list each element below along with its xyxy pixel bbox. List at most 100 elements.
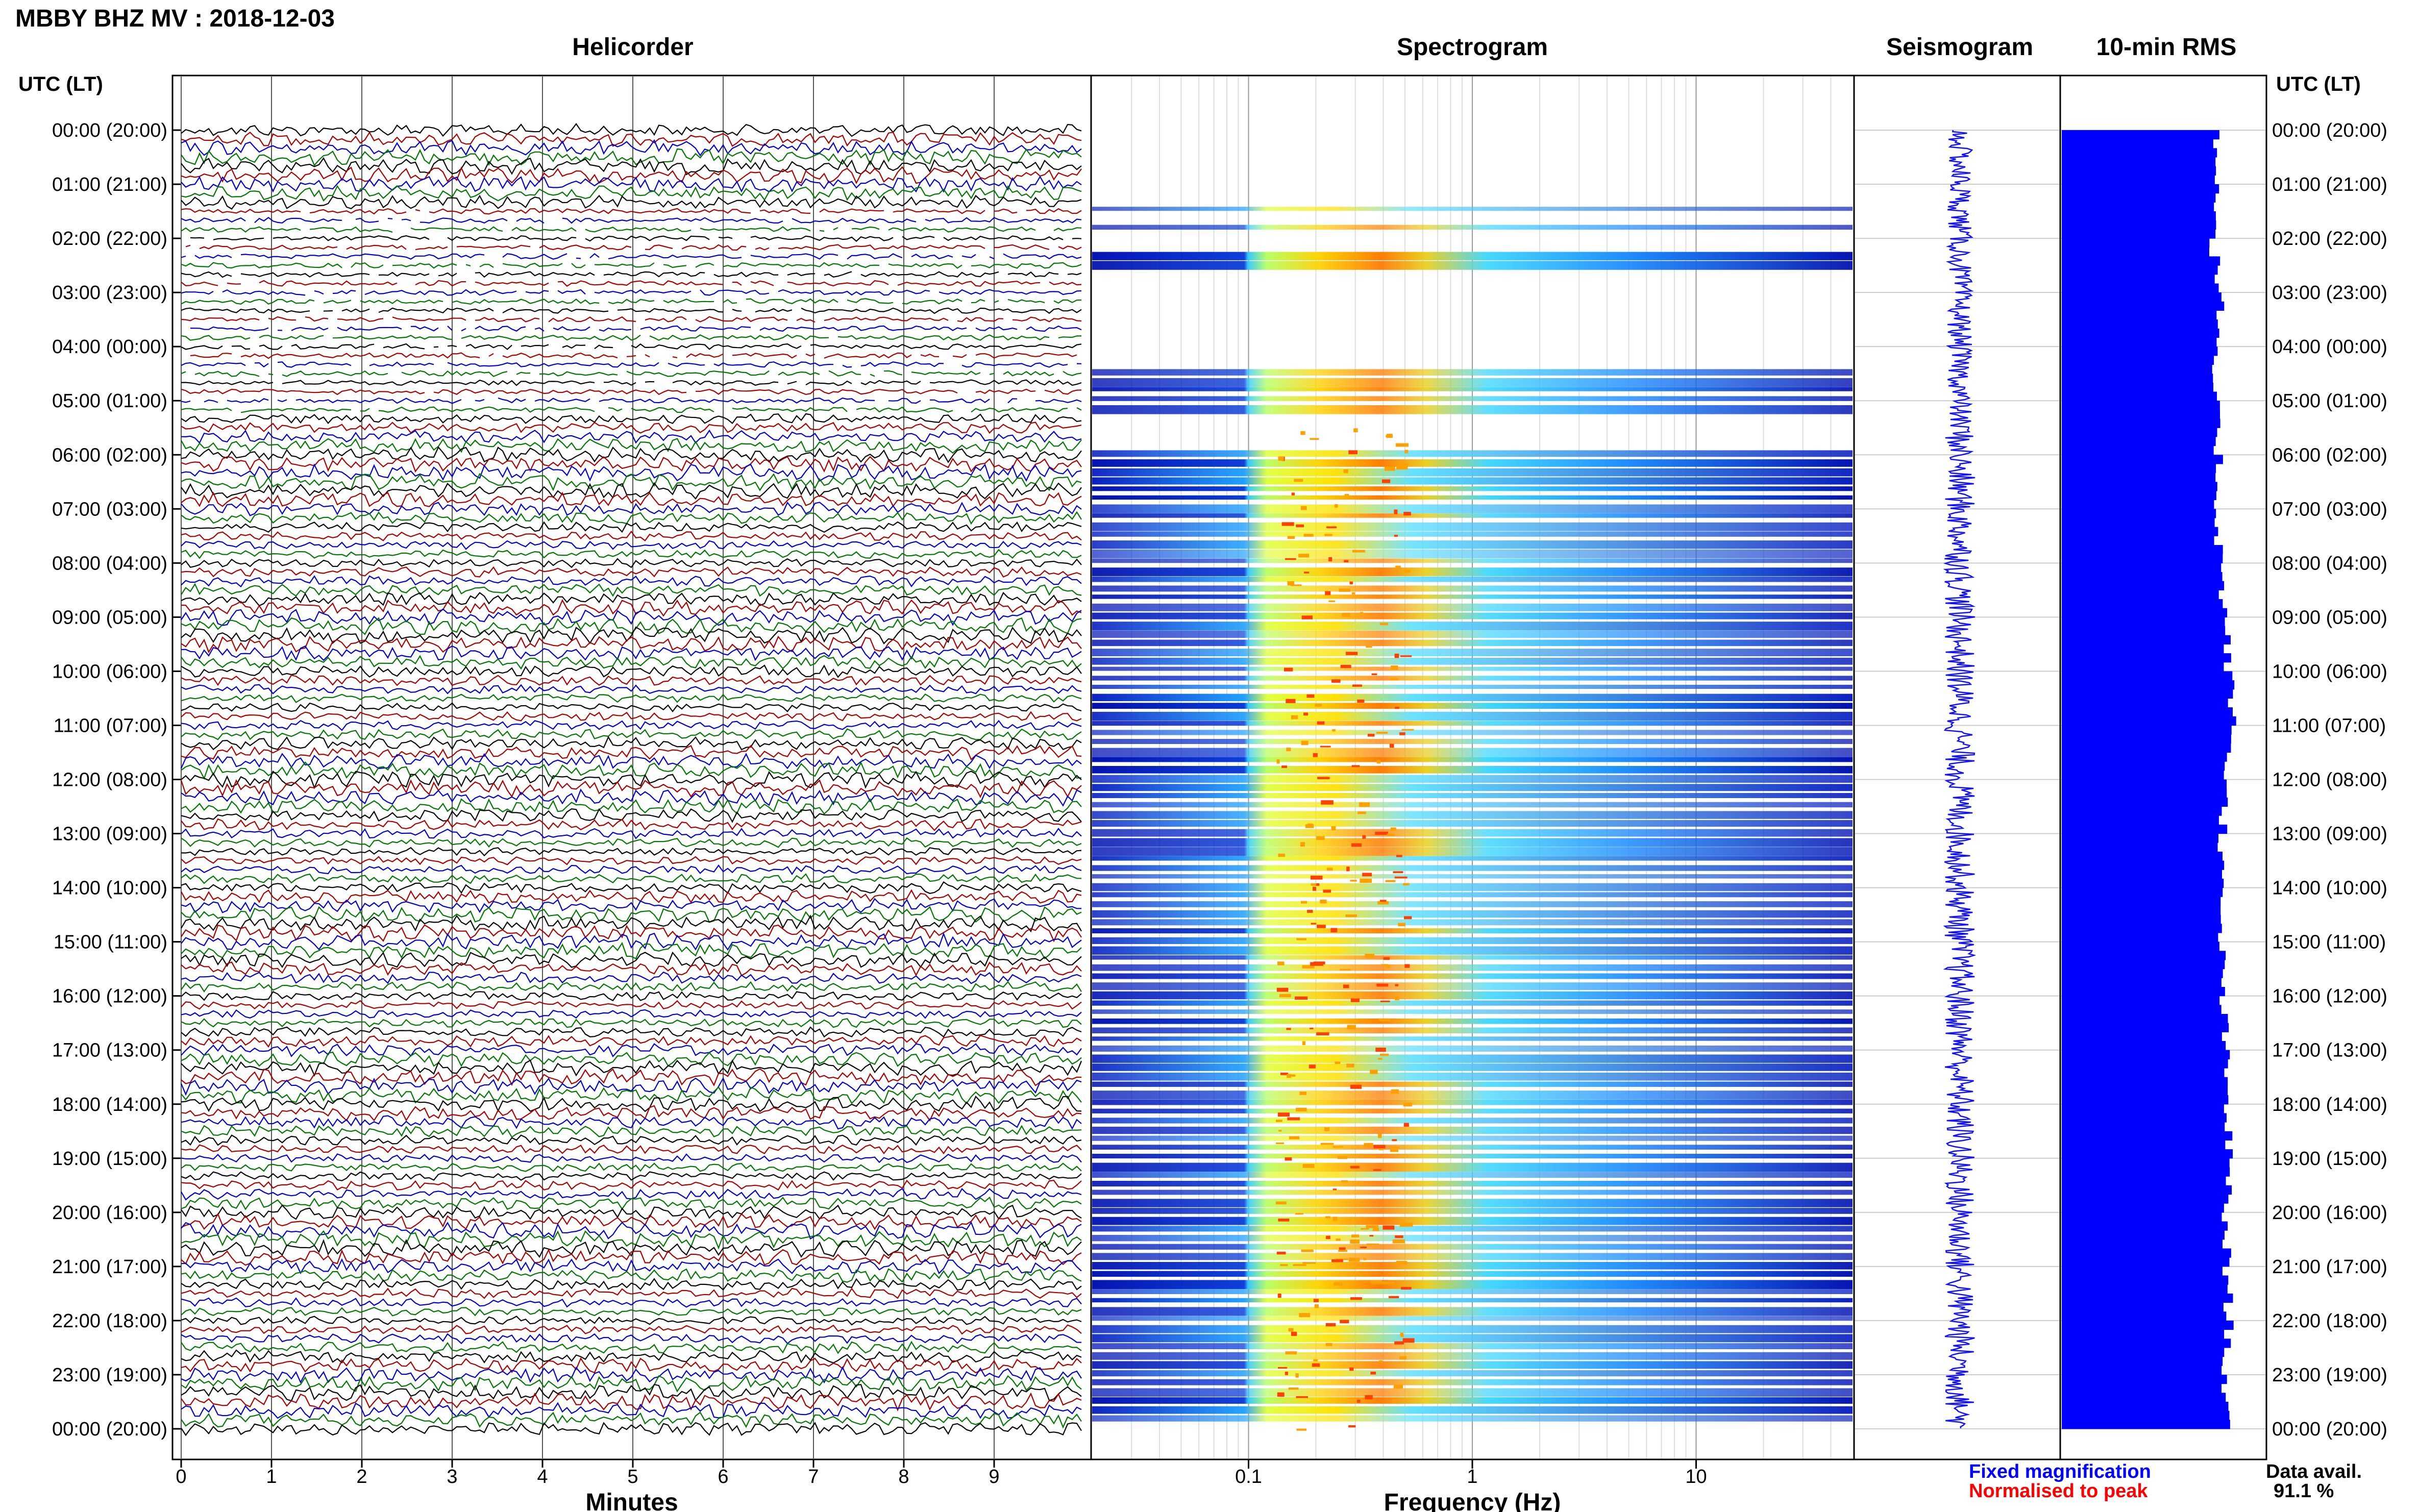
spectrogram-hotspot [1392,1239,1405,1244]
spectrogram-hotspot [1290,584,1302,586]
helicorder-trace [181,1287,1082,1299]
helicorder-trace [181,864,1082,876]
rms-bar [2062,1221,2228,1231]
helicorder-trace [181,343,1082,351]
spectrogram-row [1092,1379,1853,1385]
spectrogram-row [1092,784,1853,791]
spectrogram-hotspot [1403,1102,1412,1107]
time-label: 02:00 (22:00) [52,228,167,250]
spectrogram-row [1092,874,1853,879]
helicorder-trace [180,1077,1082,1096]
time-label: 18:00 (14:00) [2272,1094,2387,1116]
time-label: 19:00 (15:00) [52,1148,167,1170]
spectrogram-row [1092,964,1853,971]
rms-bar [2062,941,2219,951]
helicorder-trace [181,1026,1082,1038]
spectrogram-hotspot [1381,1281,1394,1284]
spectrogram-hotspot [1335,504,1338,508]
spectrogram-hotspot [1396,855,1402,857]
spectrogram-hotspot [1394,876,1408,879]
helicorder-trace [181,491,1082,508]
spectrogram-hotspot [1350,998,1360,1002]
spectrogram-hotspot [1376,760,1381,764]
spectrogram-hotspot [1357,699,1365,703]
helicorder-trace [181,924,1082,943]
time-label: 19:00 (15:00) [2272,1148,2387,1170]
spectrogram-row [1092,766,1853,774]
rms-bar [2062,689,2233,699]
helicorder-trace [180,779,1082,799]
spectrogram-row [1092,522,1853,531]
helicorder-trace [181,456,1082,473]
helicorder-xtick-label: 8 [898,1466,909,1488]
spectrogram-hotspot [1349,1367,1354,1371]
spectrogram-hotspot [1287,536,1295,539]
spectrogram-row [1092,928,1853,934]
rms-bar [2062,851,2223,861]
spectrogram-hotspot [1394,509,1398,514]
spectrogram-hotspot [1313,1359,1318,1361]
spectrogram-hotspot [1351,1234,1360,1237]
spectrogram-row [1092,486,1853,491]
spectrogram-hotspot [1298,554,1310,558]
rms-bar [2062,175,2215,185]
spectrogram-hotspot [1335,1061,1341,1064]
helicorder-trace [181,761,1082,780]
spectrogram-hotspot [1403,1123,1409,1127]
time-label: 05:00 (01:00) [2272,390,2387,412]
spectrogram-hotspot [1394,534,1398,537]
spectrogram-hotspot [1390,827,1396,831]
spectrogram-hotspot [1363,1258,1367,1260]
rms-bar [2062,599,2223,609]
spectrogram-row [1092,1262,1853,1270]
rms-bar [2062,716,2236,726]
helicorder-trace [181,655,1082,670]
rms-bar [2062,328,2219,338]
spectrogram-hotspot [1310,962,1323,966]
rms-bar [2062,626,2226,636]
spectrogram-hotspot [1350,1297,1362,1300]
spectrogram-hotspot [1356,1082,1360,1085]
spectrogram-hotspot [1357,811,1366,814]
spectrogram-hotspot [1275,1201,1287,1205]
rms-bar [2062,1347,2225,1357]
spectrogram-hotspot [1395,565,1401,568]
spectrogram-hotspot [1278,1130,1282,1132]
spectrogram-row [1092,1280,1853,1289]
helicorder-trace [181,473,1082,491]
helicorder-trace [181,1333,1082,1345]
spectrogram-row [1092,1361,1853,1369]
helicorder-trace [181,951,1082,969]
spectrogram-row [1092,973,1853,979]
rms-bar [2062,806,2222,816]
spectrogram-row [1092,1271,1853,1277]
helicorder-trace [181,817,1082,831]
spectrogram-row [1092,477,1853,485]
rms-bar [2062,292,2221,302]
spectrogram-hotspot [1276,1142,1284,1145]
spectrogram-hotspot [1337,1156,1348,1159]
spectrogram-row [1092,1154,1853,1159]
time-label: 00:00 (20:00) [2272,1419,2387,1440]
rms-bar [2062,1176,2226,1186]
time-label: 17:00 (13:00) [52,1040,167,1061]
spectrogram-row [1092,1181,1853,1187]
spectrogram-row [1092,1189,1853,1195]
helicorder-trace [181,413,1082,425]
spectrogram-hotspot [1369,1155,1376,1158]
spectrogram-hotspot [1380,1053,1389,1056]
time-label: 20:00 (16:00) [2272,1202,2387,1224]
rms-bar [2062,518,2215,528]
spectrogram-hotspot [1349,581,1353,585]
spectrogram-hotspot [1395,706,1399,709]
spectrogram-hotspot [1360,612,1363,614]
time-label: 09:00 (05:00) [52,607,167,628]
spectrogram-row [1092,693,1853,701]
spectrogram-hotspot [1362,873,1372,877]
rms-bar [2062,707,2233,717]
spectrogram-row [1092,991,1853,1000]
rms-bar [2062,391,2217,401]
helicorder-trace [181,540,1082,550]
spectrogram-hotspot [1390,1149,1398,1152]
spectrogram-hotspot [1320,1143,1334,1145]
